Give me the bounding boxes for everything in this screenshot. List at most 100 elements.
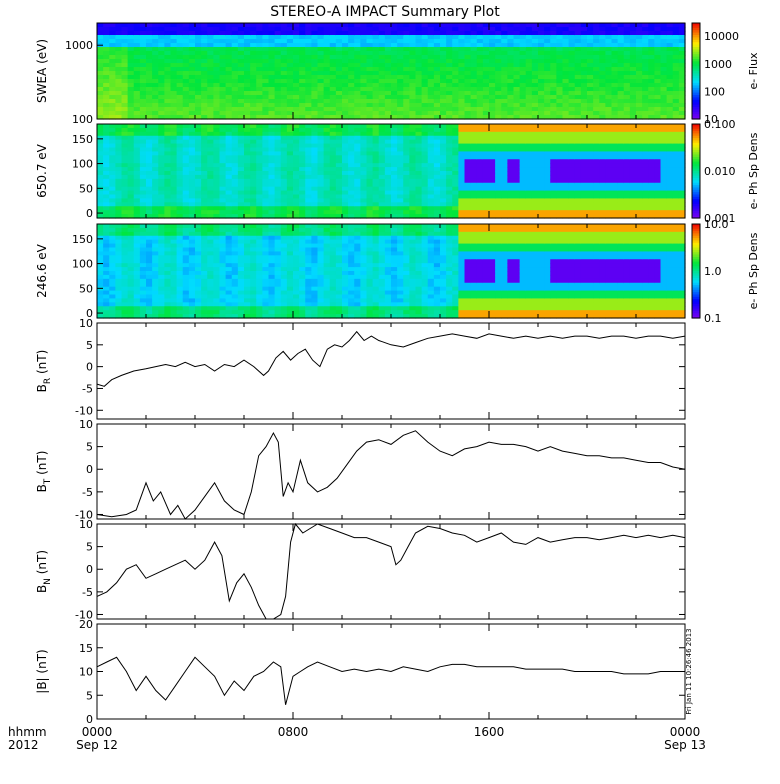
- heatmap-cell: [311, 151, 318, 156]
- heatmap-cell: [164, 175, 171, 180]
- heatmap-cell: [661, 99, 668, 104]
- heatmap-cell: [624, 187, 631, 192]
- heatmap-cell: [103, 206, 110, 211]
- heatmap-cell: [348, 99, 355, 104]
- heatmap-cell: [373, 159, 380, 164]
- heatmap-cell: [256, 47, 263, 52]
- heatmap-cell: [336, 99, 343, 104]
- heatmap-cell: [630, 55, 637, 60]
- heatmap-cell: [416, 103, 423, 108]
- heatmap-cell: [220, 63, 227, 68]
- heatmap-cell: [471, 171, 478, 176]
- heatmap-cell: [612, 179, 619, 184]
- heatmap-cell: [373, 179, 380, 184]
- heatmap-cell: [146, 187, 153, 192]
- heatmap-cell: [269, 159, 276, 164]
- heatmap-cell: [146, 63, 153, 68]
- heatmap-cell: [262, 103, 269, 108]
- heatmap-cell: [354, 128, 361, 133]
- heatmap-cell: [416, 43, 423, 48]
- heatmap-cell: [495, 195, 502, 200]
- heatmap-cell: [397, 55, 404, 60]
- heatmap-cell: [416, 206, 423, 211]
- heatmap-cell: [373, 39, 380, 44]
- heatmap-cell: [195, 71, 202, 76]
- heatmap-cell: [158, 111, 165, 116]
- heatmap-cell: [458, 63, 465, 68]
- heatmap-cell: [422, 206, 429, 211]
- heatmap-cell: [556, 198, 563, 203]
- heatmap-cell: [661, 136, 668, 141]
- heatmap-cell: [648, 67, 655, 72]
- heatmap-cell: [563, 191, 570, 196]
- heatmap-cell: [342, 59, 349, 64]
- heatmap-cell: [385, 67, 392, 72]
- heatmap-cell: [465, 95, 472, 100]
- heatmap-cell: [109, 183, 116, 188]
- heatmap-cell: [97, 236, 104, 241]
- heatmap-cell: [238, 83, 245, 88]
- heatmap-cell: [226, 35, 233, 40]
- heatmap-cell: [226, 67, 233, 72]
- heatmap-cell: [311, 91, 318, 96]
- heatmap-cell: [256, 55, 263, 60]
- heatmap-cell: [526, 103, 533, 108]
- heatmap-cell: [305, 35, 312, 40]
- heatmap-cell: [477, 67, 484, 72]
- heatmap-cell: [654, 67, 661, 72]
- heatmap-cell: [213, 124, 220, 129]
- heatmap-cell: [673, 75, 680, 80]
- heatmap-cell: [115, 43, 122, 48]
- heatmap-cell: [673, 79, 680, 84]
- heatmap-cell: [367, 179, 374, 184]
- heatmap-cell: [318, 206, 325, 211]
- heatmap-cell: [232, 51, 239, 56]
- heatmap-cell: [673, 107, 680, 112]
- heatmap-cell: [354, 140, 361, 145]
- heatmap-cell: [514, 191, 521, 196]
- heatmap-cell: [152, 163, 159, 168]
- heatmap-cell: [489, 144, 496, 149]
- heatmap-cell: [471, 75, 478, 80]
- heatmap-cell: [256, 140, 263, 145]
- heatmap-cell: [379, 155, 386, 160]
- heatmap-cell: [109, 248, 116, 253]
- heatmap-cell: [128, 244, 135, 249]
- heatmap-cell: [360, 67, 367, 72]
- heatmap-cell: [152, 124, 159, 129]
- heatmap-cell: [134, 248, 141, 253]
- heatmap-cell: [330, 111, 337, 116]
- heatmap-cell: [550, 47, 557, 52]
- heatmap-cell: [501, 132, 508, 137]
- heatmap-cell: [587, 99, 594, 104]
- heatmap-cell: [581, 202, 588, 207]
- heatmap-cell: [618, 31, 625, 36]
- heatmap-cell: [336, 175, 343, 180]
- heatmap-cell: [520, 111, 527, 116]
- heatmap-cell: [109, 206, 116, 211]
- heatmap-cell: [367, 151, 374, 156]
- heatmap-cell: [103, 111, 110, 116]
- heatmap-cell: [422, 71, 429, 76]
- heatmap-cell: [661, 183, 668, 188]
- heatmap-cell: [636, 155, 643, 160]
- heatmap-cell: [544, 210, 551, 215]
- heatmap-cell: [244, 167, 251, 172]
- heatmap-cell: [465, 23, 472, 28]
- heatmap-cell: [269, 155, 276, 160]
- heatmap-cell: [367, 51, 374, 56]
- heatmap-cell: [342, 103, 349, 108]
- heatmap-cell: [140, 198, 147, 203]
- heatmap-cell: [422, 75, 429, 80]
- heatmap-cell: [440, 75, 447, 80]
- heatmap-cell: [293, 111, 300, 116]
- heatmap-cell: [171, 167, 178, 172]
- heatmap-cell: [195, 136, 202, 141]
- heatmap-cell: [661, 140, 668, 145]
- heatmap-cell: [636, 140, 643, 145]
- heatmap-cell: [612, 107, 619, 112]
- heatmap-cell: [605, 91, 612, 96]
- heatmap-cell: [262, 63, 269, 68]
- heatmap-cell: [146, 210, 153, 215]
- heatmap-cell: [648, 175, 655, 180]
